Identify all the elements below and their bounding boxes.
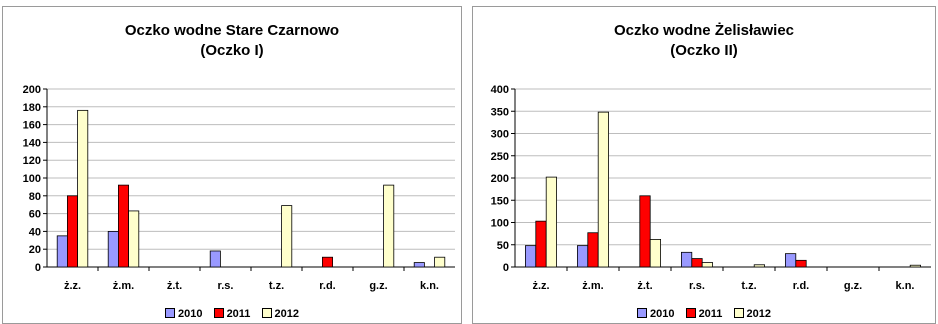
y-tick-label: 20 — [29, 244, 41, 256]
y-tick-label: 180 — [23, 102, 41, 114]
x-tick-label: ż.t. — [167, 280, 182, 292]
y-tick-label: 80 — [29, 191, 41, 203]
y-tick-label: 100 — [23, 173, 41, 185]
bar-2012 — [753, 264, 766, 268]
legend-swatch-2012 — [733, 308, 744, 318]
legend-item-2010: 2010 — [637, 308, 675, 320]
legend-label: 2010 — [650, 308, 675, 320]
bar-2010 — [209, 250, 221, 268]
bar-2012 — [128, 210, 140, 268]
y-tick-label: 50 — [497, 240, 509, 252]
chart-subtitle: (Oczko I) — [200, 42, 264, 59]
legend-swatch-2010 — [165, 308, 176, 318]
bar-2011 — [795, 259, 807, 268]
bar-2012 — [545, 176, 557, 268]
x-tick-label: g.z. — [844, 280, 862, 292]
legend-item-2011: 2011 — [213, 308, 251, 320]
y-tick-label: 200 — [23, 84, 41, 96]
y-tick-label: 60 — [29, 209, 41, 221]
bar-2012 — [383, 184, 395, 268]
chart-title-line: Oczko wodne Stare Czarnowo — [124, 22, 340, 39]
bar-2010 — [577, 245, 589, 268]
bar-2012 — [701, 262, 713, 268]
x-tick-label: k.n. — [896, 280, 915, 292]
legend-swatch-2011 — [213, 308, 224, 318]
chart-panel-oczko-1: Oczko wodne Stare Czarnowo (Oczko I) 0 20… — [2, 6, 462, 324]
y-tick-label: 40 — [29, 226, 41, 238]
bar-chart-oczko-1: 0 20 40 60 80 100 120 140 160 180 200 ż.z. ż.m. ż.t. r… — [23, 84, 455, 292]
bar-2012 — [597, 111, 609, 268]
x-tick-label: ż.m. — [113, 280, 134, 292]
bar-2011 — [118, 184, 130, 268]
bar-2010 — [107, 230, 119, 268]
legend-swatch-2010 — [637, 308, 648, 318]
legend-label: 2010 — [178, 308, 203, 320]
chart-legend: 2010 2011 2012 — [473, 308, 935, 320]
y-tick-label: 160 — [23, 120, 41, 132]
x-tick-label: ż.m. — [582, 280, 603, 292]
legend-swatch-2011 — [685, 308, 696, 318]
y-tick-label: 0 — [35, 262, 41, 274]
bar-2011 — [67, 195, 79, 268]
chart-legend: 2010 2011 2012 — [3, 308, 461, 320]
legend-label: 2011 — [226, 308, 251, 320]
bar-2012 — [649, 239, 661, 268]
chart-subtitle: (Oczko II) — [670, 42, 738, 59]
x-tick-label: r.s. — [218, 280, 234, 292]
legend-item-2011: 2011 — [685, 308, 723, 320]
x-tick-label: r.d. — [793, 280, 810, 292]
bar-2010 — [56, 235, 68, 268]
bar-2011 — [321, 256, 333, 268]
chart-title: Oczko wodne Żelisławiec (Oczko II) — [473, 21, 935, 61]
y-tick-label: 400 — [491, 84, 509, 96]
y-tick-label: 100 — [491, 218, 509, 230]
y-tick-label: 120 — [23, 155, 41, 167]
y-tick-label: 350 — [491, 106, 509, 118]
legend-label: 2012 — [746, 308, 771, 320]
y-tick-label: 300 — [491, 129, 509, 141]
bar-2011 — [587, 232, 599, 268]
bar-2012 — [281, 205, 293, 268]
chart-panel-oczko-2: Oczko wodne Żelisławiec (Oczko II) 0 50 10… — [472, 6, 936, 324]
legend-item-2010: 2010 — [165, 308, 203, 320]
chart-title: Oczko wodne Stare Czarnowo (Oczko I) — [3, 21, 461, 61]
legend-item-2012: 2012 — [733, 308, 771, 320]
bar-2012 — [434, 256, 446, 268]
legend-label: 2012 — [274, 308, 299, 320]
chart-title-line: Oczko wodne Żelisławiec — [613, 22, 795, 39]
x-tick-label: r.s. — [689, 280, 705, 292]
bar-2011 — [691, 258, 703, 268]
bar-2011 — [639, 195, 651, 268]
y-tick-label: 140 — [23, 137, 41, 149]
x-tick-label: ż.z. — [64, 280, 81, 292]
y-tick-label: 0 — [503, 262, 509, 274]
x-tick-label: k.n. — [420, 280, 439, 292]
y-tick-label: 200 — [491, 173, 509, 185]
x-tick-label: ż.z. — [532, 280, 549, 292]
legend-swatch-2012 — [261, 308, 272, 318]
x-tick-label: g.z. — [369, 280, 387, 292]
y-tick-label: 150 — [491, 195, 509, 207]
bar-2010 — [413, 262, 425, 268]
y-tick-label: 250 — [491, 151, 509, 163]
bar-chart-oczko-2: 0 50 100 150 200 250 300 350 400 ż.z. ż.m. ż.t. r.s.… — [491, 84, 931, 292]
bar-2010 — [680, 251, 693, 268]
bar-2010 — [784, 253, 797, 268]
legend-item-2012: 2012 — [261, 308, 299, 320]
x-tick-label: ż.t. — [637, 280, 652, 292]
bar-2010 — [525, 245, 537, 268]
x-tick-label: r.d. — [319, 280, 336, 292]
x-tick-label: t.z. — [741, 280, 756, 292]
bar-2012 — [77, 109, 89, 268]
legend-label: 2011 — [698, 308, 723, 320]
x-tick-label: t.z. — [269, 280, 284, 292]
bar-2011 — [535, 220, 547, 268]
bar-2012 — [909, 264, 922, 268]
